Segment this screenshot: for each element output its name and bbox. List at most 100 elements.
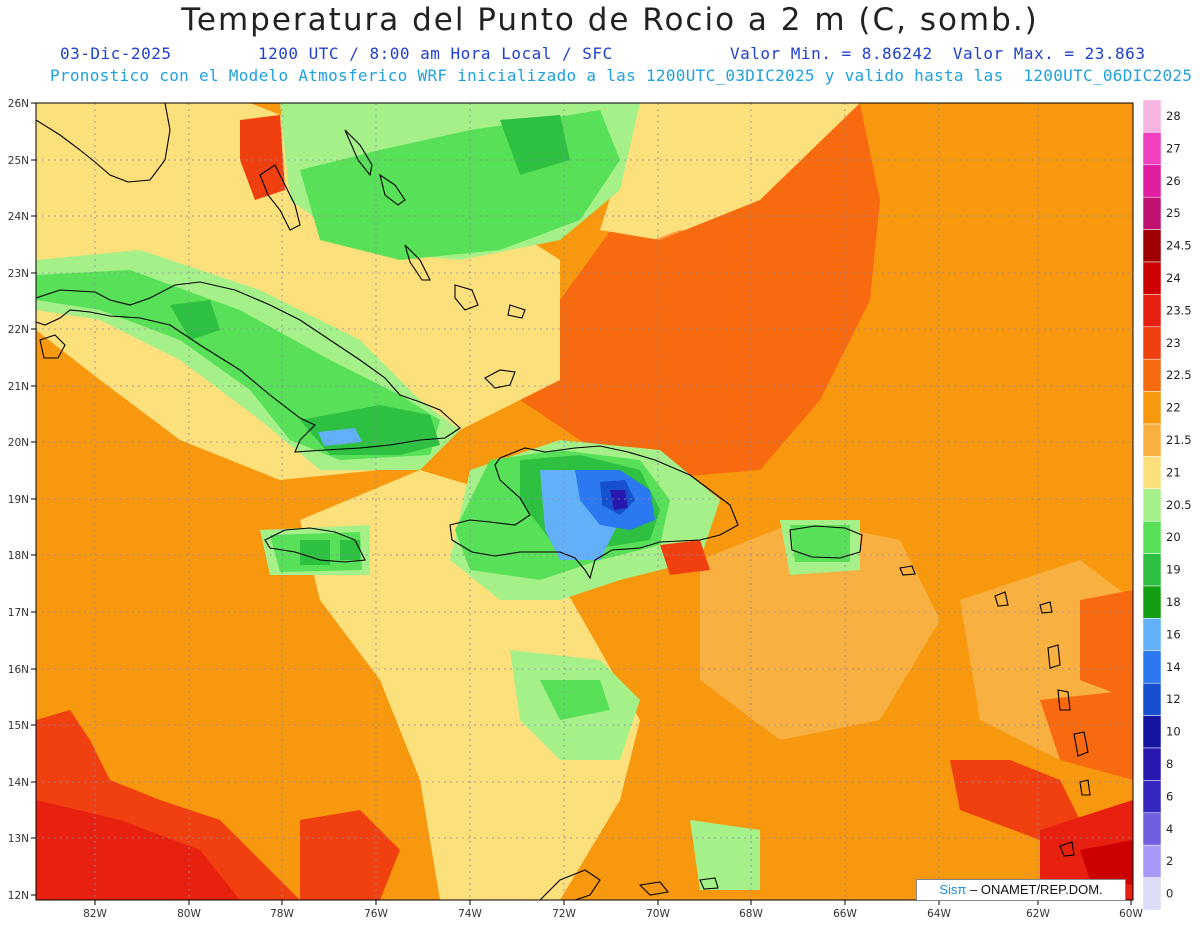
legend-swatch <box>1142 812 1162 846</box>
legend-label: 24.5 <box>1166 239 1192 253</box>
model-info: Pronostico con el Modelo Atmosferico WRF… <box>50 66 1193 85</box>
legend-label: 8 <box>1166 757 1173 771</box>
coastlines <box>36 103 1091 900</box>
florida-coast <box>36 103 171 183</box>
legend-label: 21.5 <box>1166 433 1192 447</box>
lat-label: 19N <box>8 494 29 506</box>
legend-swatch <box>1142 294 1162 328</box>
lesser-antilles-2 <box>994 591 1009 607</box>
legend-swatch <box>1142 877 1162 911</box>
aruba-curacao <box>638 877 719 896</box>
legend-swatch <box>1142 780 1162 814</box>
axis-ticks <box>31 102 1132 905</box>
legend-swatch <box>1142 326 1162 360</box>
lat-label: 24N <box>8 211 29 223</box>
legend-label: 14 <box>1166 660 1181 674</box>
lesser-antilles-7 <box>1079 779 1091 796</box>
lat-label: 13N <box>8 833 29 845</box>
legend-label: 12 <box>1166 692 1181 706</box>
legend-label: 4 <box>1166 822 1173 836</box>
lat-label: 21N <box>8 381 29 393</box>
graticule <box>36 103 1133 900</box>
lon-label: 62W <box>1026 908 1050 920</box>
cuba-coast <box>36 281 461 453</box>
min-max-values: Valor Min. = 8.86242 Valor Max. = 23.863 <box>730 44 1146 63</box>
isla-juventud <box>39 334 66 359</box>
legend-swatch <box>1142 261 1162 295</box>
legend-label: 16 <box>1166 627 1181 641</box>
lat-label: 18N <box>8 550 29 562</box>
lat-labels: 26N 25N 24N 23N 22N 21N 20N 19N 18N 17N … <box>8 98 29 902</box>
legend-label: 23 <box>1166 336 1181 350</box>
legend-label: 0 <box>1166 887 1173 901</box>
legend-label: 22 <box>1166 401 1181 415</box>
legend-swatch <box>1142 358 1162 392</box>
sispi-logo: Sisπ <box>939 882 967 897</box>
forecast-time: 1200 UTC / 8:00 am Hora Local / SFC <box>258 44 613 63</box>
color-legend: 2827262524.52423.52322.52221.52120.52019… <box>1142 99 1192 911</box>
legend-label: 20 <box>1166 530 1181 544</box>
legend-swatch <box>1142 99 1162 133</box>
jamaica-coast <box>264 527 366 563</box>
lon-label: 70W <box>646 908 670 920</box>
legend-label: 26 <box>1166 174 1181 188</box>
legend-swatch <box>1142 553 1162 587</box>
credit-org: – ONAMET/REP.DOM. <box>969 882 1103 897</box>
lesser-antilles-6 <box>1073 731 1089 757</box>
bahamas-2 <box>344 129 373 177</box>
bahamas-1 <box>259 164 301 231</box>
legend-swatch <box>1142 132 1162 166</box>
legend-label: 25 <box>1166 206 1181 220</box>
lon-label: 74W <box>458 908 482 920</box>
legend-swatch <box>1142 747 1162 781</box>
legend-swatch <box>1142 229 1162 263</box>
legend-swatch <box>1142 650 1162 684</box>
legend-swatch <box>1142 423 1162 457</box>
lat-label: 12N <box>8 890 29 902</box>
legend-label: 21 <box>1166 465 1181 479</box>
lat-label: 25N <box>8 155 29 167</box>
lon-label: 64W <box>927 908 951 920</box>
legend-swatch <box>1142 164 1162 198</box>
legend-label: 22.5 <box>1166 368 1192 382</box>
lon-label: 82W <box>83 908 107 920</box>
lesser-antilles-5 <box>1057 689 1071 711</box>
legend-label: 18 <box>1166 595 1181 609</box>
legend-label: 6 <box>1166 789 1173 803</box>
lon-label: 66W <box>833 908 857 920</box>
map-frame <box>35 102 1134 901</box>
venezuela-coast <box>539 869 601 900</box>
legend-label: 20.5 <box>1166 498 1192 512</box>
lon-label: 68W <box>739 908 763 920</box>
lat-label: 15N <box>8 720 29 732</box>
legend-swatch <box>1142 488 1162 522</box>
credit-box: Sisπ – ONAMET/REP.DOM. <box>916 879 1126 901</box>
legend-label: 24 <box>1166 271 1181 285</box>
lat-label: 16N <box>8 664 29 676</box>
lat-label: 17N <box>8 607 29 619</box>
legend-swatch <box>1142 618 1162 652</box>
legend-label: 28 <box>1166 109 1181 123</box>
legend-label: 23.5 <box>1166 303 1192 317</box>
dewpoint-field <box>36 103 1133 900</box>
lon-labels: 82W 80W 78W 76W 74W 72W 70W 68W 66W 64W … <box>83 908 1143 920</box>
lat-label: 20N <box>8 437 29 449</box>
bahamas-4 <box>404 244 431 281</box>
legend-swatch <box>1142 682 1162 716</box>
lesser-antilles-1 <box>899 565 916 576</box>
legend-swatch <box>1142 456 1162 490</box>
lesser-antilles-8 <box>1059 841 1075 857</box>
lon-label: 78W <box>270 908 294 920</box>
bahamas-5 <box>454 284 479 311</box>
lon-label: 72W <box>552 908 576 920</box>
legend-swatch <box>1142 585 1162 619</box>
turks-caicos <box>484 369 516 389</box>
lesser-antilles-4 <box>1047 644 1061 669</box>
puerto-rico-coast <box>789 525 863 559</box>
legend-label: 27 <box>1166 141 1181 155</box>
forecast-date: 03-Dic-2025 <box>60 44 172 63</box>
lon-label: 60W <box>1119 908 1143 920</box>
legend-label: 2 <box>1166 854 1173 868</box>
lat-label: 22N <box>8 324 29 336</box>
